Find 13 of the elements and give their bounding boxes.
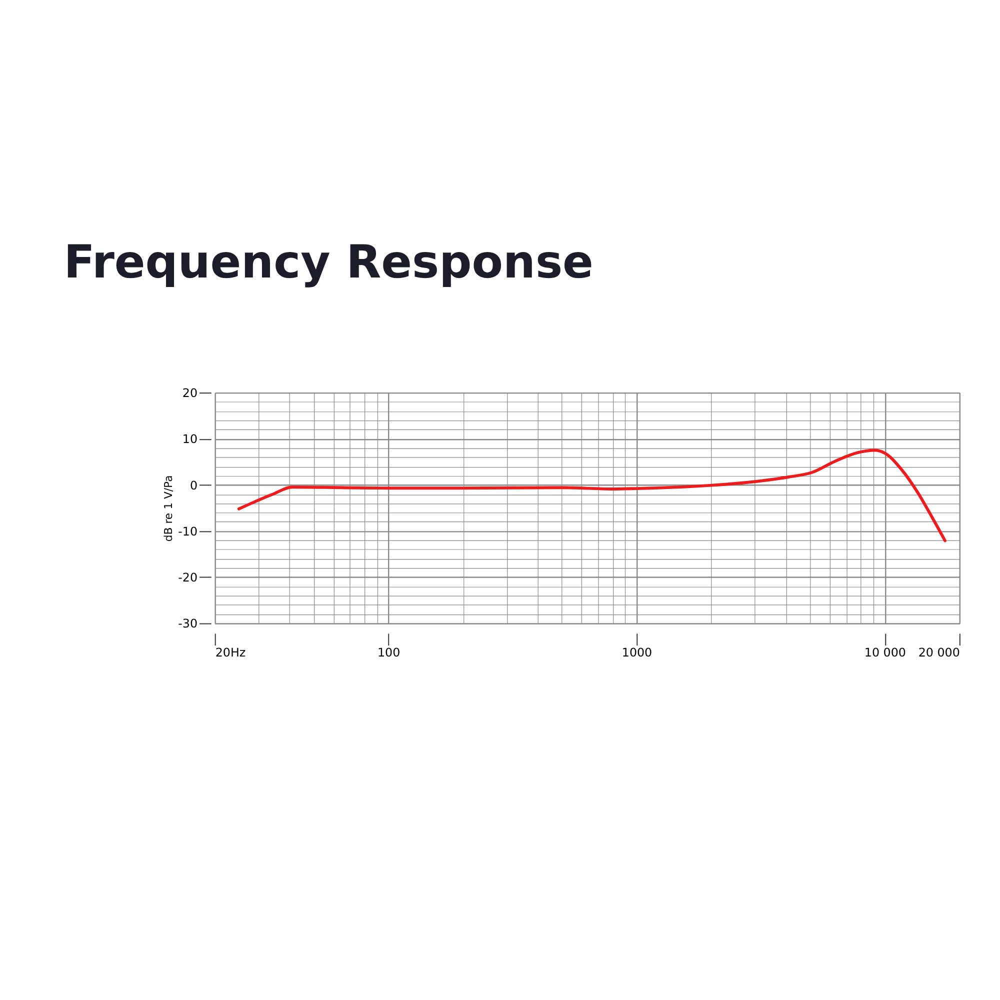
y-tick-label: -30 [178, 616, 198, 631]
y-tick-label: 10 [182, 432, 198, 446]
x-tick-label: 20Hz [215, 645, 246, 660]
x-tick-label: 1000 [622, 645, 652, 660]
y-axis-title: dB re 1 V/Pa [162, 475, 176, 542]
y-tick-label: 20 [182, 386, 198, 400]
y-tick-label: -20 [178, 570, 198, 585]
x-tick-label: 20 000 [918, 645, 960, 660]
x-tick-label: 10 000 [864, 645, 906, 660]
chart-title: Frequency Response [64, 236, 594, 289]
x-tick-label: 100 [377, 645, 400, 660]
y-tick-label: 0 [190, 478, 198, 492]
y-tick-label: -10 [178, 524, 198, 538]
